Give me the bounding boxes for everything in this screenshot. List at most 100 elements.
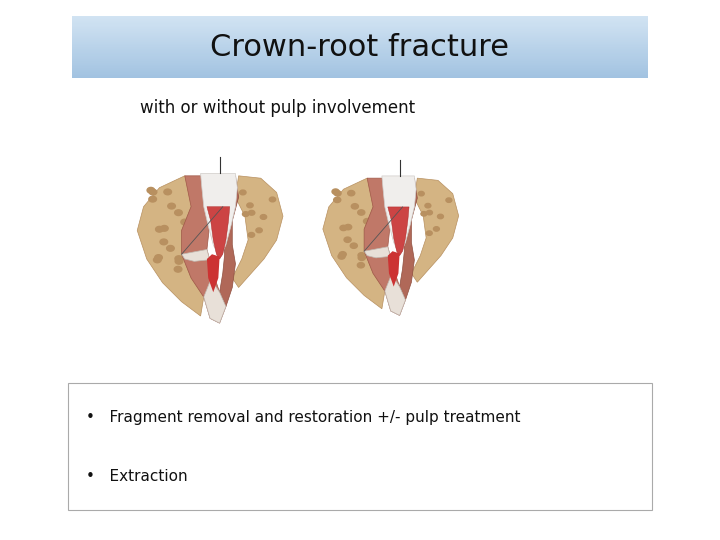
Circle shape	[334, 191, 341, 196]
Circle shape	[348, 191, 355, 196]
Circle shape	[175, 259, 183, 264]
Circle shape	[359, 255, 365, 260]
Text: •   Fragment removal and restoration +/- pulp treatment: • Fragment removal and restoration +/- p…	[86, 410, 521, 425]
Bar	[72, 40, 648, 41]
Bar	[72, 25, 648, 26]
Bar	[72, 28, 648, 29]
Bar	[72, 68, 648, 69]
Text: with or without pulp involvement: with or without pulp involvement	[140, 99, 415, 117]
Circle shape	[351, 204, 359, 209]
Circle shape	[181, 219, 189, 225]
Circle shape	[147, 187, 155, 193]
Text: •   Extraction: • Extraction	[86, 469, 188, 483]
Circle shape	[357, 262, 364, 268]
Bar	[72, 30, 648, 31]
Circle shape	[344, 237, 351, 242]
Polygon shape	[138, 176, 204, 316]
Circle shape	[446, 198, 452, 202]
Circle shape	[192, 201, 199, 207]
Circle shape	[338, 254, 345, 259]
Bar	[72, 26, 648, 28]
Bar	[72, 51, 648, 52]
Polygon shape	[201, 173, 238, 259]
Bar	[72, 66, 648, 67]
Bar	[72, 38, 648, 39]
Bar	[72, 35, 648, 36]
Circle shape	[421, 212, 427, 216]
Circle shape	[174, 266, 182, 272]
Polygon shape	[364, 178, 405, 315]
Bar	[72, 32, 648, 33]
Bar	[72, 48, 648, 49]
Circle shape	[243, 212, 249, 217]
Bar	[72, 21, 648, 22]
Circle shape	[426, 231, 432, 235]
Circle shape	[438, 214, 444, 219]
Bar	[72, 37, 648, 38]
Circle shape	[269, 197, 276, 202]
Bar	[72, 70, 648, 71]
Bar	[72, 67, 648, 68]
Bar	[72, 56, 648, 57]
Text: Crown-root fracture: Crown-root fracture	[210, 33, 510, 62]
Bar	[72, 44, 648, 45]
Circle shape	[247, 203, 253, 208]
Polygon shape	[220, 176, 238, 307]
Bar	[72, 59, 648, 60]
Bar	[72, 76, 648, 77]
Circle shape	[426, 211, 433, 215]
Polygon shape	[323, 178, 385, 309]
Bar	[72, 65, 648, 66]
Circle shape	[175, 210, 182, 215]
Circle shape	[358, 253, 365, 258]
Circle shape	[149, 189, 157, 195]
Circle shape	[186, 252, 193, 258]
Bar	[72, 71, 648, 72]
Bar	[72, 16, 648, 17]
Bar	[72, 64, 648, 65]
Polygon shape	[181, 249, 226, 323]
Circle shape	[345, 225, 351, 230]
Bar	[72, 72, 648, 73]
Circle shape	[368, 249, 375, 255]
Circle shape	[164, 189, 171, 195]
Bar	[72, 19, 648, 21]
Bar	[72, 18, 648, 19]
Bar	[72, 74, 648, 75]
Circle shape	[240, 190, 246, 195]
Bar	[72, 43, 648, 44]
FancyBboxPatch shape	[68, 383, 652, 510]
Bar	[72, 34, 648, 35]
Bar	[72, 50, 648, 51]
Bar	[72, 41, 648, 42]
Circle shape	[248, 233, 255, 237]
Bar	[72, 69, 648, 70]
Bar	[72, 53, 648, 55]
Circle shape	[256, 228, 262, 233]
Bar	[72, 42, 648, 43]
Polygon shape	[181, 176, 226, 323]
Bar	[72, 57, 648, 58]
Polygon shape	[207, 207, 230, 259]
Circle shape	[358, 210, 365, 215]
Bar	[72, 23, 648, 24]
Polygon shape	[388, 207, 409, 255]
Bar	[72, 52, 648, 53]
Bar	[72, 73, 648, 74]
Circle shape	[425, 204, 431, 208]
Polygon shape	[382, 176, 416, 255]
Polygon shape	[364, 247, 405, 315]
Circle shape	[156, 226, 163, 232]
Polygon shape	[233, 176, 283, 287]
Bar	[72, 31, 648, 32]
Circle shape	[155, 255, 162, 260]
Bar	[72, 47, 648, 48]
Bar	[72, 36, 648, 37]
Polygon shape	[400, 178, 418, 300]
Bar	[72, 29, 648, 30]
Circle shape	[149, 197, 156, 202]
Circle shape	[153, 257, 161, 263]
Bar	[72, 33, 648, 34]
Bar	[72, 24, 648, 25]
Circle shape	[339, 252, 346, 257]
